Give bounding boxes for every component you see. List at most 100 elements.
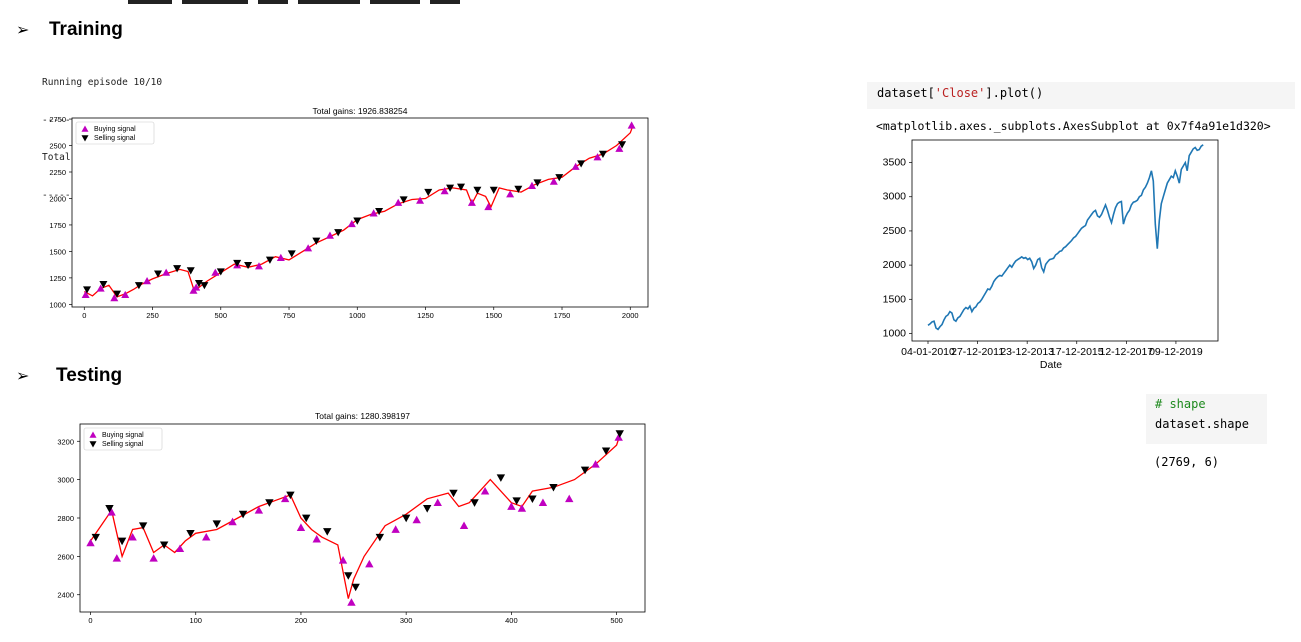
testing-sell-marker	[238, 510, 248, 519]
testing-x-tick-label: 300	[400, 616, 413, 625]
training-x-tick-label: 1250	[417, 311, 434, 320]
training-buy-marker	[615, 144, 624, 152]
testing-buy-marker	[565, 494, 574, 503]
testing-buy-marker	[202, 532, 211, 541]
testing-sell-marker	[138, 522, 148, 530]
training-sell-marker	[153, 270, 162, 278]
training-buy-marker	[211, 268, 220, 276]
cropped-slide-title	[0, 0, 1301, 4]
training-y-tick-label: 1750	[49, 221, 66, 230]
training-sell-marker	[399, 196, 408, 204]
training-buy-marker	[162, 268, 171, 276]
training-sell-marker	[134, 282, 143, 290]
output-shape: (2769, 6)	[1154, 455, 1220, 469]
training-y-tick-label: 2250	[49, 168, 66, 177]
training-x-tick-label: 250	[146, 311, 159, 320]
testing-x-tick-label: 400	[505, 616, 518, 625]
code-plot-string: 'Close'	[934, 86, 986, 100]
close-x-tick-label: 12-12-2017	[1099, 346, 1153, 358]
training-x-tick-label: 1500	[485, 311, 502, 320]
testing-buy-marker	[149, 554, 158, 562]
testing-legend-box	[83, 427, 163, 451]
code-cell-shape[interactable]	[1146, 394, 1267, 444]
testing-x-tick-label: 0	[88, 616, 92, 625]
close-x-tick-label: 04-01-2010	[901, 346, 955, 358]
testing-sell-marker	[265, 499, 274, 507]
testing-sell-marker	[344, 572, 353, 580]
testing-buy-marker	[517, 504, 527, 512]
testing-buy-marker	[591, 460, 600, 468]
testing-sell-marker	[117, 537, 127, 546]
testing-buy-marker	[312, 534, 321, 543]
training-buy-marker	[549, 177, 558, 185]
testing-sell-marker	[302, 514, 311, 523]
testing-sell-marker	[212, 520, 221, 528]
testing-buy-marker	[86, 538, 95, 547]
close-x-tick-label: 17-12-2015	[1050, 346, 1104, 358]
testing-buy-marker	[507, 502, 516, 510]
training-sell-marker	[312, 237, 321, 245]
training-x-tick-label: 0	[82, 311, 86, 320]
testing-buy-marker	[175, 544, 185, 553]
close-series-line	[927, 144, 1204, 331]
testing-x-tick-label: 200	[295, 616, 308, 625]
training-sell-marker	[265, 256, 274, 264]
testing-buy-marker	[433, 498, 442, 507]
testing-buy-marker	[538, 498, 548, 507]
testing-sell-marker	[580, 466, 590, 475]
testing-buy-marker	[391, 525, 400, 533]
training-sell-marker	[173, 265, 182, 273]
training-sell-marker	[334, 229, 343, 237]
testing-sell-marker	[286, 491, 295, 500]
testing-sell-marker	[549, 483, 558, 492]
training-sell-marker	[457, 183, 466, 191]
testing-legend-buy-icon	[89, 431, 97, 438]
close-y-tick-label: 3000	[883, 191, 907, 203]
testing-x-tick-label: 500	[610, 616, 623, 625]
training-sell-marker	[287, 250, 296, 258]
training-sell-marker	[200, 282, 209, 290]
training-y-tick-label: 2500	[49, 142, 66, 151]
code-plot-suffix: ].plot()	[985, 86, 1044, 100]
training-buy-marker	[467, 198, 476, 206]
training-sell-marker	[555, 174, 564, 182]
training-y-tick-label: 2750	[49, 115, 66, 124]
training-legend-buy-label: Buying signal	[94, 126, 136, 133]
training-buy-marker	[347, 219, 356, 228]
testing-x-tick-label: 100	[189, 616, 202, 625]
training-legend-sell-label: Selling signal	[94, 135, 136, 142]
training-x-tick-label: 1000	[349, 311, 366, 320]
testing-sell-marker	[105, 505, 114, 513]
testing-heading: Testing	[56, 365, 123, 386]
testing-buy-marker	[112, 554, 122, 562]
log-episode-line: Running episode 10/10	[42, 77, 163, 88]
testing-sell-marker	[470, 499, 479, 507]
training-plot-frame	[71, 117, 649, 308]
code-shape-comment: # shape	[1155, 397, 1206, 411]
training-sell-marker	[244, 261, 253, 270]
testing-buy-marker	[614, 433, 623, 441]
training-buy-marker	[506, 190, 515, 198]
close-y-tick-label: 3500	[883, 157, 907, 169]
testing-sell-marker	[601, 447, 611, 456]
code-plot-line: dataset['Close'].plot()	[877, 86, 1043, 100]
testing-buy-marker	[254, 506, 264, 514]
training-buy-marker	[192, 283, 201, 291]
testing-plot-frame	[79, 423, 646, 613]
training-buy-marker	[276, 253, 285, 261]
training-x-tick-label: 1750	[554, 311, 571, 320]
close-plot-frame	[911, 139, 1219, 342]
close-y-tick-label: 1500	[883, 293, 907, 305]
training-y-tick-label: 1250	[49, 274, 66, 283]
testing-buy-marker	[228, 517, 237, 526]
training-sell-marker	[99, 281, 108, 289]
training-legend-sell-icon	[81, 135, 89, 142]
code-shape-line: dataset.shape	[1155, 417, 1249, 431]
training-sell-marker	[233, 259, 242, 268]
training-buy-marker	[81, 290, 90, 299]
training-buy-marker	[593, 153, 602, 161]
testing-sell-marker	[615, 430, 624, 438]
testing-sell-marker	[323, 528, 332, 536]
code-cell-plot[interactable]	[867, 82, 1295, 109]
training-sell-marker	[533, 179, 542, 187]
